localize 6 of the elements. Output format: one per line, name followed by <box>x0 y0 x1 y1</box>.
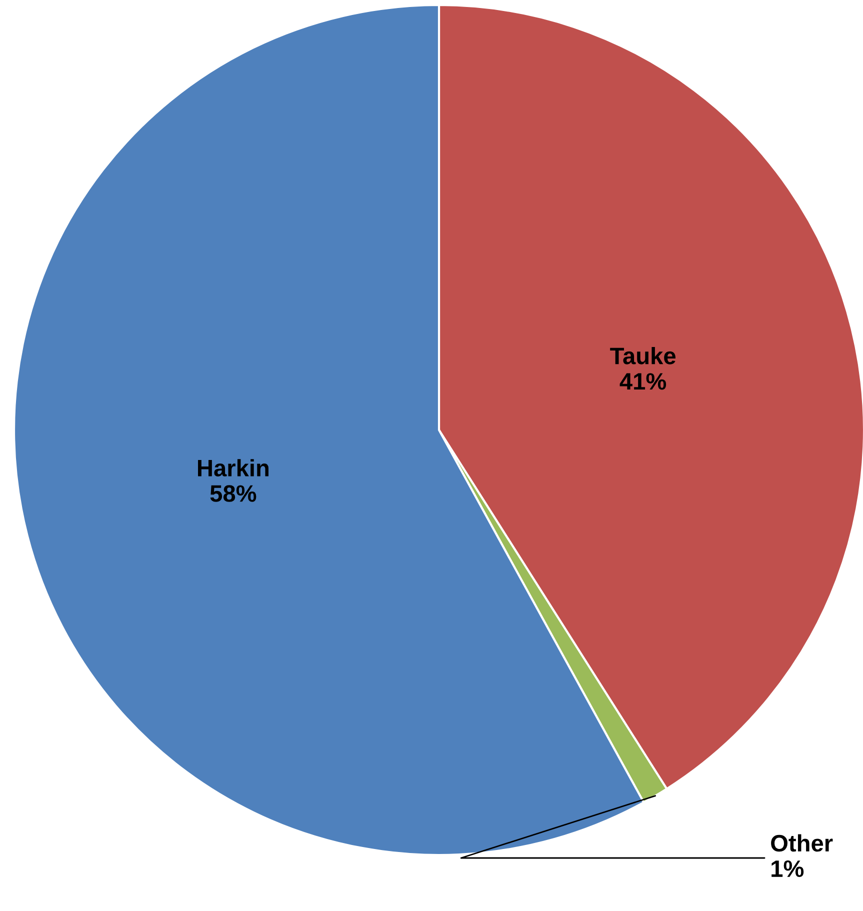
data-label: 1% <box>772 860 804 878</box>
slice-label: Tauke <box>610 346 676 364</box>
slice-label: Other <box>771 834 833 852</box>
data-label: 41% <box>620 373 666 390</box>
data-label: 58% <box>210 485 256 502</box>
slice-label: Harkin <box>198 459 268 476</box>
